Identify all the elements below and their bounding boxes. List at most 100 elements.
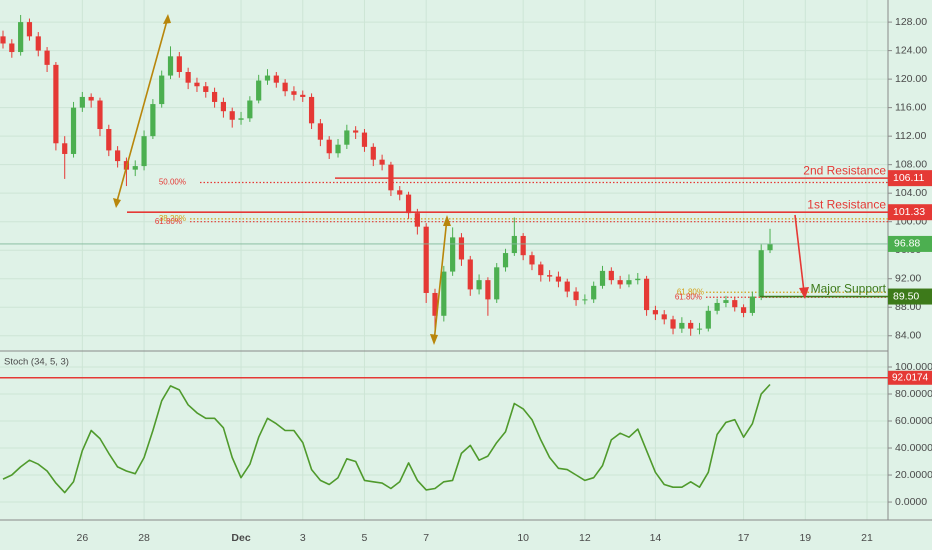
level-box: [888, 170, 932, 187]
candle-body: [723, 300, 729, 303]
candle-body: [635, 278, 641, 281]
stoch-level-box: [888, 370, 932, 385]
marks: [0, 14, 888, 494]
stoch-level-label: 92.0174: [892, 372, 929, 383]
candle-body: [150, 104, 156, 137]
x-tick-label: 28: [138, 532, 150, 544]
candle-body: [370, 146, 376, 160]
candle-body: [450, 237, 456, 272]
current-price-label: 96.88: [894, 238, 920, 250]
candle-body: [97, 100, 103, 130]
candle-body: [335, 144, 341, 154]
y-tick-label: 124.00: [895, 44, 927, 56]
wave-arrowhead: [163, 14, 171, 24]
wave-arrowhead: [430, 334, 438, 345]
candle-body: [767, 243, 773, 251]
candle-body: [758, 250, 764, 297]
level-value-label: 101.33: [893, 206, 925, 218]
candle-body: [132, 166, 138, 170]
candle-body: [211, 91, 218, 102]
wave-arrowhead: [113, 198, 121, 208]
candle-body: [441, 271, 447, 316]
candle-body: [353, 130, 359, 133]
level-value-label: 89.50: [893, 290, 919, 302]
candle-body: [361, 132, 368, 147]
y-tick-label: 100.0000: [895, 361, 932, 373]
x-tick-label: 12: [579, 532, 591, 544]
candle-body: [0, 36, 6, 44]
candle-body: [273, 75, 279, 83]
level-box: [888, 204, 932, 221]
x-tick-label: Dec: [231, 532, 250, 544]
candle-body: [414, 213, 420, 227]
candle-body: [62, 143, 68, 154]
candle-body: [688, 322, 694, 329]
candle-body: [511, 235, 517, 254]
candle-body: [467, 259, 473, 290]
candle-body: [423, 226, 429, 293]
y-tick-label: 112.00: [895, 130, 926, 142]
y-tick-label: 60.0000: [895, 415, 932, 427]
x-tick-label: 14: [650, 532, 662, 544]
level-name: 1st Resistance: [807, 197, 886, 211]
candle-body: [679, 322, 685, 329]
candle-body: [520, 235, 526, 256]
candle-body: [18, 22, 24, 53]
candle-body: [194, 82, 200, 87]
candle-body: [476, 280, 482, 290]
fib-label: 50.00%: [159, 178, 186, 187]
y-tick-label: 92.00: [895, 272, 921, 284]
candle-body: [344, 130, 350, 145]
candle-body: [652, 310, 659, 315]
candle-body: [405, 194, 412, 214]
y-tick-label: 80.0000: [895, 388, 932, 400]
wave-line: [115, 16, 169, 206]
candle-body: [35, 36, 41, 51]
candle-body: [564, 281, 570, 292]
x-tick-label: 7: [423, 532, 429, 544]
fib-label: 61.80%: [677, 287, 704, 296]
fib-label: 38.20%: [159, 214, 186, 223]
y-tick-label: 104.00: [895, 187, 927, 199]
candle-body: [115, 150, 121, 162]
candle-body: [714, 302, 720, 311]
candle-body: [643, 278, 650, 311]
candle-body: [608, 270, 614, 281]
forecast-arrow: [794, 214, 805, 293]
wave-arrowhead: [443, 215, 451, 226]
candle-body: [626, 280, 632, 285]
candle-body: [326, 139, 332, 154]
y-tick-label: 116.00: [895, 101, 926, 113]
candle-body: [291, 91, 297, 95]
candle-body: [740, 307, 747, 313]
candle-body: [167, 56, 174, 76]
fib-label: 61.80%: [155, 217, 182, 226]
candle-body: [696, 328, 703, 330]
candle-body: [599, 270, 606, 286]
y-tick-label: 84.00: [895, 330, 921, 342]
wave-line: [433, 217, 448, 343]
candle-body: [705, 310, 711, 329]
candle-body: [282, 82, 288, 92]
x-tick-label: 19: [799, 532, 811, 544]
candle-body: [229, 111, 235, 120]
candle-body: [238, 118, 244, 120]
candle-body: [26, 22, 33, 37]
candle-body: [485, 280, 491, 300]
candle-body: [106, 129, 112, 151]
candle-body: [9, 43, 15, 53]
x-tick-label: 21: [861, 532, 873, 544]
candle-body: [670, 319, 676, 329]
level-value-label: 106.11: [893, 172, 924, 184]
candle-body: [53, 64, 59, 144]
forecast-arrowhead: [799, 287, 809, 299]
stoch-line: [2, 383, 771, 494]
current-price-box: [888, 235, 932, 252]
level-name: Major Support: [811, 282, 887, 296]
candle-body: [432, 292, 438, 316]
candle-body: [300, 94, 306, 97]
candle-body: [44, 50, 50, 65]
candle-body: [159, 75, 165, 105]
level-name: 2nd Resistance: [803, 163, 886, 177]
